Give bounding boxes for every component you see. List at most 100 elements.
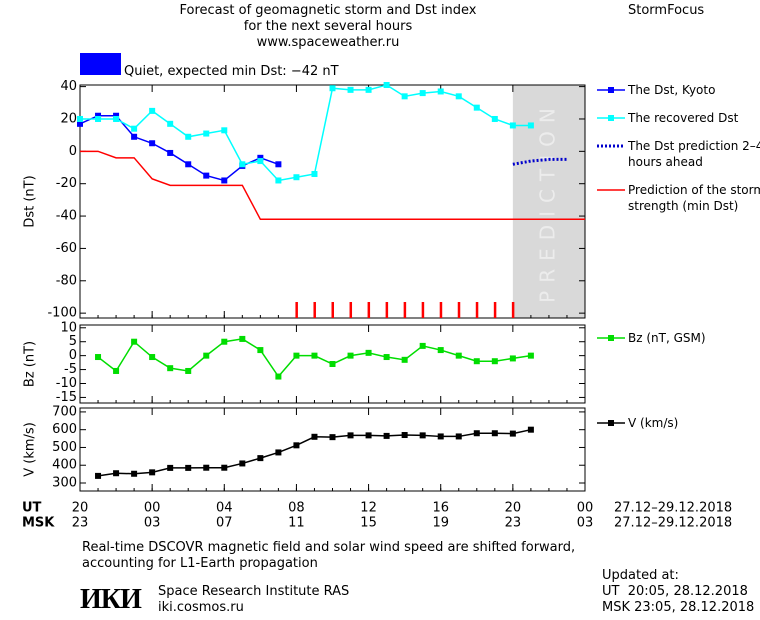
storm-mark <box>313 302 316 318</box>
marker <box>113 112 120 119</box>
marker <box>347 86 354 93</box>
marker <box>383 82 390 88</box>
x-axis-label: MSK <box>22 516 55 531</box>
marker <box>167 149 174 156</box>
title-block: Forecast of geomagnetic storm and Dst in… <box>100 3 556 51</box>
y-tick-label: -15 <box>56 390 77 405</box>
marker <box>311 170 318 177</box>
marker <box>275 373 282 380</box>
marker <box>149 354 156 361</box>
marker <box>473 430 480 437</box>
x-tick-label: 20 <box>505 501 522 516</box>
marker <box>383 432 390 439</box>
legend-entry: Bz (nT, GSM) <box>628 331 706 345</box>
marker <box>131 338 138 345</box>
marker <box>401 356 408 363</box>
marker <box>437 347 444 354</box>
storm-mark <box>385 302 389 318</box>
storm-mark <box>295 302 298 318</box>
x-tick-label-msk: 23 <box>505 516 522 531</box>
marker <box>293 352 300 359</box>
marker <box>455 433 462 440</box>
y-tick-label: -40 <box>56 209 77 224</box>
legend-entry: The Dst, Kyoto <box>628 83 716 97</box>
x-axis-label: UT <box>22 501 42 516</box>
y-axis-label: Dst (nT) <box>23 175 38 227</box>
storm-mark <box>511 302 515 318</box>
marker <box>437 88 444 95</box>
marker <box>509 430 516 437</box>
marker <box>203 352 210 359</box>
x-tick-label: 16 <box>432 501 449 516</box>
marker <box>77 115 83 122</box>
marker <box>149 469 156 476</box>
marker <box>257 347 264 354</box>
legend-marker <box>608 420 614 426</box>
x-tick-label: 08 <box>288 501 305 516</box>
marker <box>257 158 264 165</box>
marker <box>311 433 318 440</box>
y-tick-label: 500 <box>52 440 77 455</box>
marker <box>221 127 228 134</box>
marker <box>203 172 210 179</box>
marker <box>509 122 516 129</box>
y-tick-label: 700 <box>52 404 77 419</box>
legend-marker <box>608 115 614 121</box>
title: Forecast of geomagnetic storm and Dst in… <box>179 3 477 18</box>
storm-mark <box>457 302 461 318</box>
status: Quiet, expected min Dst: −42 nT <box>124 64 339 79</box>
marker <box>401 432 408 439</box>
marker <box>419 432 426 439</box>
prediction-region <box>512 85 585 318</box>
y-tick-label: 400 <box>52 458 77 473</box>
storm-mark <box>367 302 371 318</box>
marker <box>167 464 174 471</box>
x-tick-label-msk: 03 <box>577 516 594 531</box>
marker <box>131 133 138 140</box>
legend-entry: V (km/s) <box>628 416 679 430</box>
marker <box>329 434 336 441</box>
marker <box>95 472 102 479</box>
marker <box>185 464 192 471</box>
marker <box>149 140 156 147</box>
plot-frame <box>79 84 586 319</box>
marker <box>113 115 120 122</box>
x-tick-label-msk: 11 <box>288 516 305 531</box>
marker <box>221 177 228 184</box>
prediction-label: PREDICTION <box>535 100 559 303</box>
y-tick-label: 0 <box>69 144 77 159</box>
date-range: 27.12–29.12.2018 <box>614 516 732 531</box>
storm-mark <box>439 302 443 318</box>
marker <box>149 107 156 114</box>
marker <box>365 86 372 93</box>
y-tick-label: 600 <box>52 422 77 437</box>
x-tick-label: 00 <box>144 501 161 516</box>
x-tick-label-msk: 07 <box>216 516 233 531</box>
marker <box>239 460 246 467</box>
y-tick-label: 40 <box>60 79 77 94</box>
y-tick-label: 300 <box>52 476 77 491</box>
marker <box>167 365 174 372</box>
marker <box>203 130 210 137</box>
legend-marker <box>608 335 614 341</box>
marker <box>185 367 192 374</box>
marker <box>167 120 174 127</box>
storm-mark <box>403 302 407 318</box>
marker <box>419 342 426 349</box>
marker <box>365 432 372 439</box>
storm-mark <box>421 302 425 318</box>
marker <box>239 161 246 168</box>
marker <box>275 449 282 456</box>
updated-ut: UT 20:05, 28.12.2018 <box>602 584 748 599</box>
marker <box>401 93 408 100</box>
subtitle: for the next several hours <box>243 19 413 34</box>
marker <box>77 120 83 127</box>
marker <box>203 464 210 471</box>
marker <box>455 352 462 359</box>
marker <box>257 455 264 462</box>
marker <box>185 161 192 168</box>
x-tick-label-msk: 23 <box>72 516 89 531</box>
y-tick-label: -5 <box>64 362 77 377</box>
marker <box>491 358 498 365</box>
